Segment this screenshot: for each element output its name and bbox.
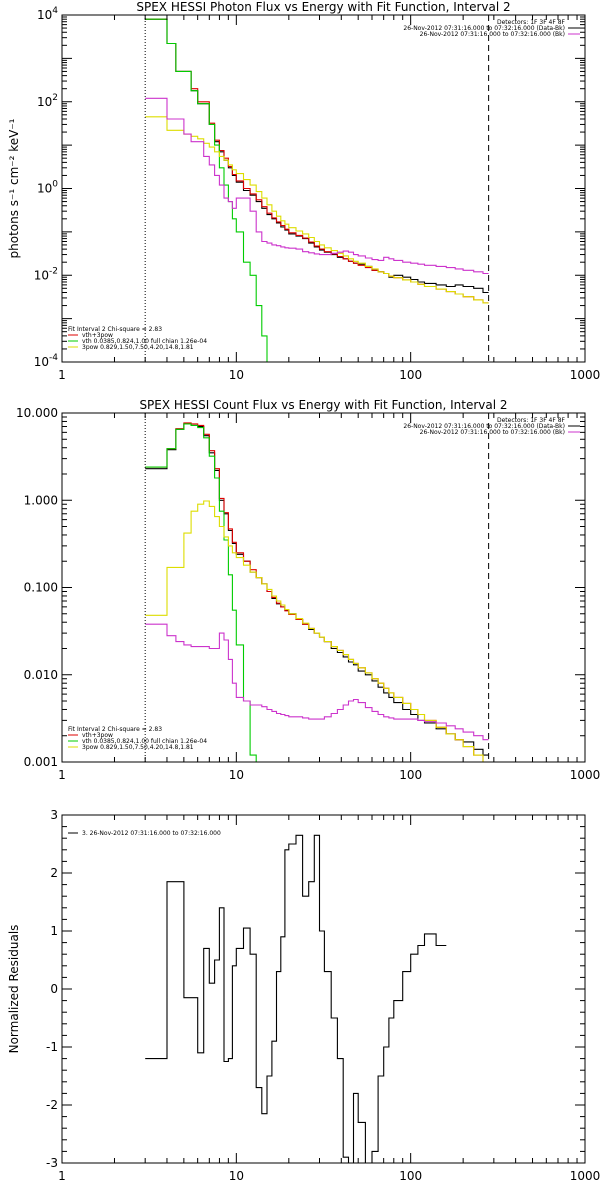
legend-left-entry: vth+3pow xyxy=(82,332,113,339)
y-axis-label: Normalized Residuals xyxy=(7,925,21,1054)
legend-right-entry: 26-Nov-2012 07:31:16.000 to 07:32:16.000… xyxy=(420,429,565,436)
y-tick-label: 10-4 xyxy=(34,353,59,369)
legend-right-entry: 26-Nov-2012 07:31:16.000 to 07:32:16.000… xyxy=(403,25,565,32)
y-tick-label: 10.000 xyxy=(16,406,58,420)
series-line-1 xyxy=(145,18,489,294)
series-line-5 xyxy=(145,97,489,275)
y-tick-label: 102 xyxy=(37,93,58,109)
series-line-5 xyxy=(145,623,489,741)
x-tick-label: 1 xyxy=(58,768,66,782)
legend-left-entry: vth 0.0385,0.824,1.00 full chian 1.26e-0… xyxy=(82,338,207,345)
y-tick-label: -3 xyxy=(46,1156,58,1170)
x-tick-label: 1 xyxy=(58,1169,66,1183)
series-line-3 xyxy=(145,423,257,762)
panel-3: 1 10 100 1000 -3 -2 -1 0 1 2 3 Normalized Residuals… xyxy=(7,808,600,1183)
series-group xyxy=(145,834,447,1163)
series-line-1 xyxy=(145,423,489,756)
x-tick-label: 100 xyxy=(399,1169,422,1183)
x-tick-label: 1 xyxy=(58,368,66,382)
y-tick-label: 2 xyxy=(50,866,58,880)
panel-1: 1 10 100 1000 10-4 10-2 100 102 104 SPEX HESSI Ph… xyxy=(7,0,600,382)
x-tick-label: 1000 xyxy=(570,1169,600,1183)
series-line-4 xyxy=(145,116,489,304)
y-tick-label: 0.001 xyxy=(24,755,58,769)
series-line-1 xyxy=(145,834,447,1163)
x-tick-label: 1000 xyxy=(570,368,600,382)
x-tick-label: 10 xyxy=(229,768,244,782)
series-group xyxy=(145,18,489,362)
plot-frame xyxy=(61,14,586,363)
plot-frame xyxy=(61,412,586,763)
legend-right-entry: Detectors: 1F 3F 4F 8F xyxy=(497,19,566,26)
y-tick-label: 1 xyxy=(50,924,58,938)
y-tick-label: 3 xyxy=(50,808,58,822)
series-line-3 xyxy=(145,18,273,362)
x-tick-label: 100 xyxy=(399,368,422,382)
x-tick-label: 1000 xyxy=(570,768,600,782)
series-group xyxy=(145,422,489,762)
legend-left-entry: Fit Interval 2 Chi-square = 2.83 xyxy=(68,726,162,733)
legend-right-entry: 26-Nov-2012 07:31:16.000 to 07:32:16.000… xyxy=(420,31,565,38)
legend-left-entry: 3pow 0.829,1.50,7.50,4.20,14.8,1.81 xyxy=(82,344,194,351)
series-line-2 xyxy=(145,422,489,762)
y-tick-label: 104 xyxy=(37,6,58,22)
legend-left-entry: 3. 26-Nov-2012 07:31:16.000 to 07:32:16.… xyxy=(82,830,221,837)
y-axis-label: photons s⁻¹ cm⁻² keV⁻¹ xyxy=(7,118,21,258)
x-tick-label: 10 xyxy=(229,1169,244,1183)
y-tick-label: -2 xyxy=(46,1098,58,1112)
x-tick-label: 100 xyxy=(399,768,422,782)
legend-left-entry: vth+3pow xyxy=(82,732,113,739)
plot-frame xyxy=(61,814,586,1164)
legend-left-entry: 3pow 0.829,1.50,7.50,4.20,14.8,1.81 xyxy=(82,744,194,751)
y-tick-label: 0 xyxy=(50,982,58,996)
chart-title: SPEX HESSI Count Flux vs Energy with Fit… xyxy=(139,398,507,412)
legend-right-entry: 26-Nov-2012 07:31:16.000 to 07:32:16.000… xyxy=(403,423,565,430)
panel-2: 1 10 100 1000 0.001 0.010 0.100 1.000 10.000 SPEX… xyxy=(16,398,600,782)
y-tick-label: 1.000 xyxy=(24,493,58,507)
y-tick-label: 10-2 xyxy=(34,266,58,282)
legend-right-entry: Detectors: 1F 3F 4F 8F xyxy=(497,417,566,424)
chart-title: SPEX HESSI Photon Flux vs Energy with Fi… xyxy=(136,0,510,14)
series-line-4 xyxy=(145,500,484,762)
y-tick-label: 100 xyxy=(37,180,58,196)
legend-left-entry: vth 0.0385,0.824,1.00 full chian 1.26e-0… xyxy=(82,738,207,745)
y-tick-label: 0.010 xyxy=(24,668,58,682)
y-tick-label: -1 xyxy=(46,1040,58,1054)
x-tick-label: 10 xyxy=(229,368,244,382)
y-tick-label: 0.100 xyxy=(24,581,58,595)
legend-left-entry: Fit Interval 2 Chi-square = 2.83 xyxy=(68,326,162,333)
series-line-2 xyxy=(145,18,489,304)
